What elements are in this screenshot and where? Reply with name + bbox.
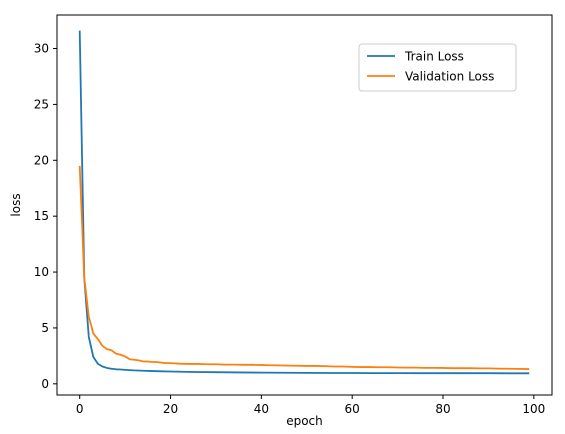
series-line-validation-loss <box>78 165 530 370</box>
x-tick-label: 80 <box>435 402 450 416</box>
y-tick-label: 10 <box>34 265 49 279</box>
plot-frame <box>56 14 553 396</box>
y-tick-label: 30 <box>34 42 49 56</box>
lines-layer <box>78 30 530 375</box>
legend-box <box>358 43 517 92</box>
legend: Train Loss Validation Loss <box>358 43 517 92</box>
x-tick-label: 0 <box>76 402 84 416</box>
y-tick-label: 20 <box>34 153 49 167</box>
x-axis-label: epoch <box>286 414 323 428</box>
series-line-train-loss <box>78 30 530 375</box>
y-tick-label: 0 <box>41 377 49 391</box>
x-tick-label: 20 <box>163 402 178 416</box>
x-tick-label: 100 <box>522 402 545 416</box>
ticks-layer: 0 20 40 60 80 100 0 5 10 15 20 25 30 <box>34 42 546 416</box>
y-axis-label: loss <box>9 193 23 216</box>
x-tick-label: 60 <box>345 402 360 416</box>
x-tick-label: 40 <box>254 402 269 416</box>
y-tick-label: 5 <box>41 321 49 335</box>
y-tick-label: 15 <box>34 209 49 223</box>
legend-label-validation-loss: Validation Loss <box>405 70 494 84</box>
y-tick-label: 25 <box>34 97 49 111</box>
legend-label-train-loss: Train Loss <box>404 50 464 64</box>
